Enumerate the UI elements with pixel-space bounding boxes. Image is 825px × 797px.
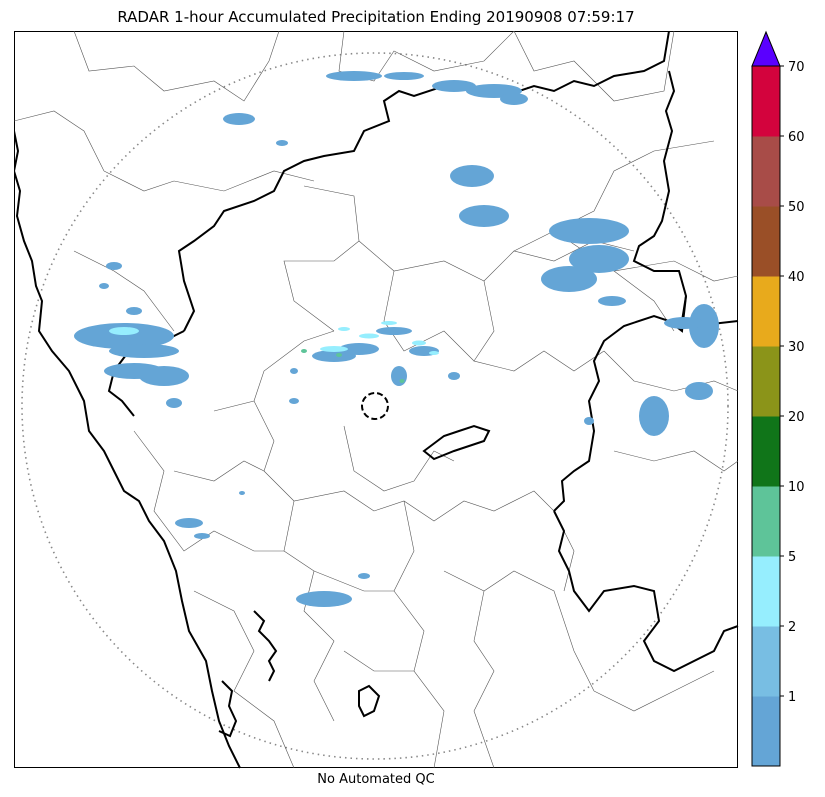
colorbar-bin <box>752 626 780 697</box>
colorbar-tick-label: 1 <box>788 690 796 705</box>
map-frame <box>14 31 738 768</box>
radar-map[interactable] <box>14 31 739 769</box>
precipitation-echoes-heavy <box>301 349 405 383</box>
precipitation-echoes-moderate <box>109 321 439 355</box>
colorbar-ticks: 1 2 5 10 20 30 40 50 60 70 <box>780 60 805 705</box>
colorbar-bin <box>752 346 780 417</box>
colorbar-tick-label: 60 <box>788 130 805 145</box>
colorbar-extend-arrow <box>751 30 781 67</box>
colorbar-tick-label: 5 <box>788 550 796 565</box>
qc-note: No Automated QC <box>317 772 435 787</box>
colorbar-tick-label: 40 <box>788 270 805 285</box>
colorbar-bin <box>752 206 780 277</box>
radar-location-marker <box>361 392 389 420</box>
colorbar: 1 2 5 10 20 30 40 50 60 70 <box>751 30 805 767</box>
colorbar-bin <box>752 696 780 767</box>
colorbar-tick-label: 10 <box>788 480 805 495</box>
map-title: RADAR 1-hour Accumulated Precipitation E… <box>117 8 635 26</box>
colorbar-bins <box>752 66 780 767</box>
colorbar-tick-label: 2 <box>788 620 796 635</box>
colorbar-tick-label: 70 <box>788 60 805 75</box>
colorbar-tick-label: 30 <box>788 340 805 355</box>
colorbar-bin <box>752 66 780 137</box>
colorbar-bin <box>752 486 780 557</box>
colorbar-tick-label: 20 <box>788 410 805 425</box>
colorbar-bin <box>752 276 780 347</box>
radar-range-ring <box>21 52 729 760</box>
colorbar-bin <box>752 416 780 487</box>
colorbar-tick-label: 50 <box>788 200 805 215</box>
colorbar-bin <box>752 136 780 207</box>
colorbar-bin <box>752 556 780 627</box>
precipitation-echoes <box>74 71 719 607</box>
